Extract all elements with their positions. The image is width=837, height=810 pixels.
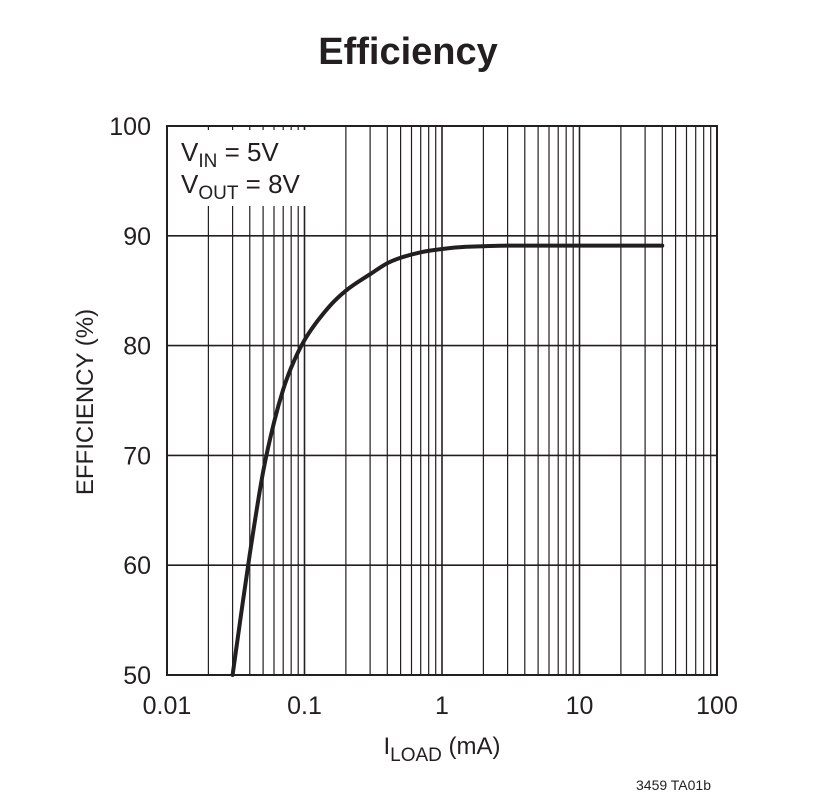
x-axis-label-main: I: [383, 733, 390, 760]
x-tick-label: 0.01: [143, 692, 192, 720]
plot-frame: [166, 125, 718, 676]
annotation-vin-suffix: = 5V: [217, 137, 279, 167]
annotation-vout-sub: OUT: [198, 183, 239, 204]
y-tick-label: 50: [123, 662, 151, 690]
x-axis-label-suffix: (mA): [442, 733, 501, 760]
annotation-vin-main: V: [181, 137, 199, 167]
y-tick-label: 70: [123, 442, 151, 470]
y-tick-label: 100: [109, 113, 151, 141]
annotation-vin-sub: IN: [198, 151, 217, 172]
x-tick-label: 1: [435, 692, 449, 720]
x-axis-label-sub: LOAD: [390, 745, 442, 766]
y-tick-label: 60: [123, 552, 151, 580]
legend-background: [172, 130, 308, 206]
annotation-vout-suffix: = 8V: [238, 169, 300, 199]
y-tick-label: 80: [123, 333, 151, 361]
x-axis-label: ILOAD (mA): [383, 733, 500, 766]
x-tick-label: 100: [696, 692, 738, 720]
x-tick-labels: 0.01 0.1 1 10 100: [143, 692, 738, 720]
annotation-vin: VIN = 5V: [181, 137, 279, 172]
y-tick-label: 90: [123, 223, 151, 251]
x-tick-label: 10: [566, 692, 594, 720]
y-tick-labels: 50 60 70 80 90 100: [109, 113, 151, 690]
chart-title: Efficiency: [318, 31, 498, 73]
figure-code: 3459 TA01b: [636, 777, 711, 793]
y-axis-label: EFFICIENCY (%): [72, 309, 99, 495]
grid: [167, 126, 717, 675]
efficiency-curve: [230, 243, 665, 677]
x-tick-label: 0.1: [287, 692, 322, 720]
annotation-vout: VOUT = 8V: [181, 169, 301, 204]
annotation-vout-main: V: [181, 169, 199, 199]
